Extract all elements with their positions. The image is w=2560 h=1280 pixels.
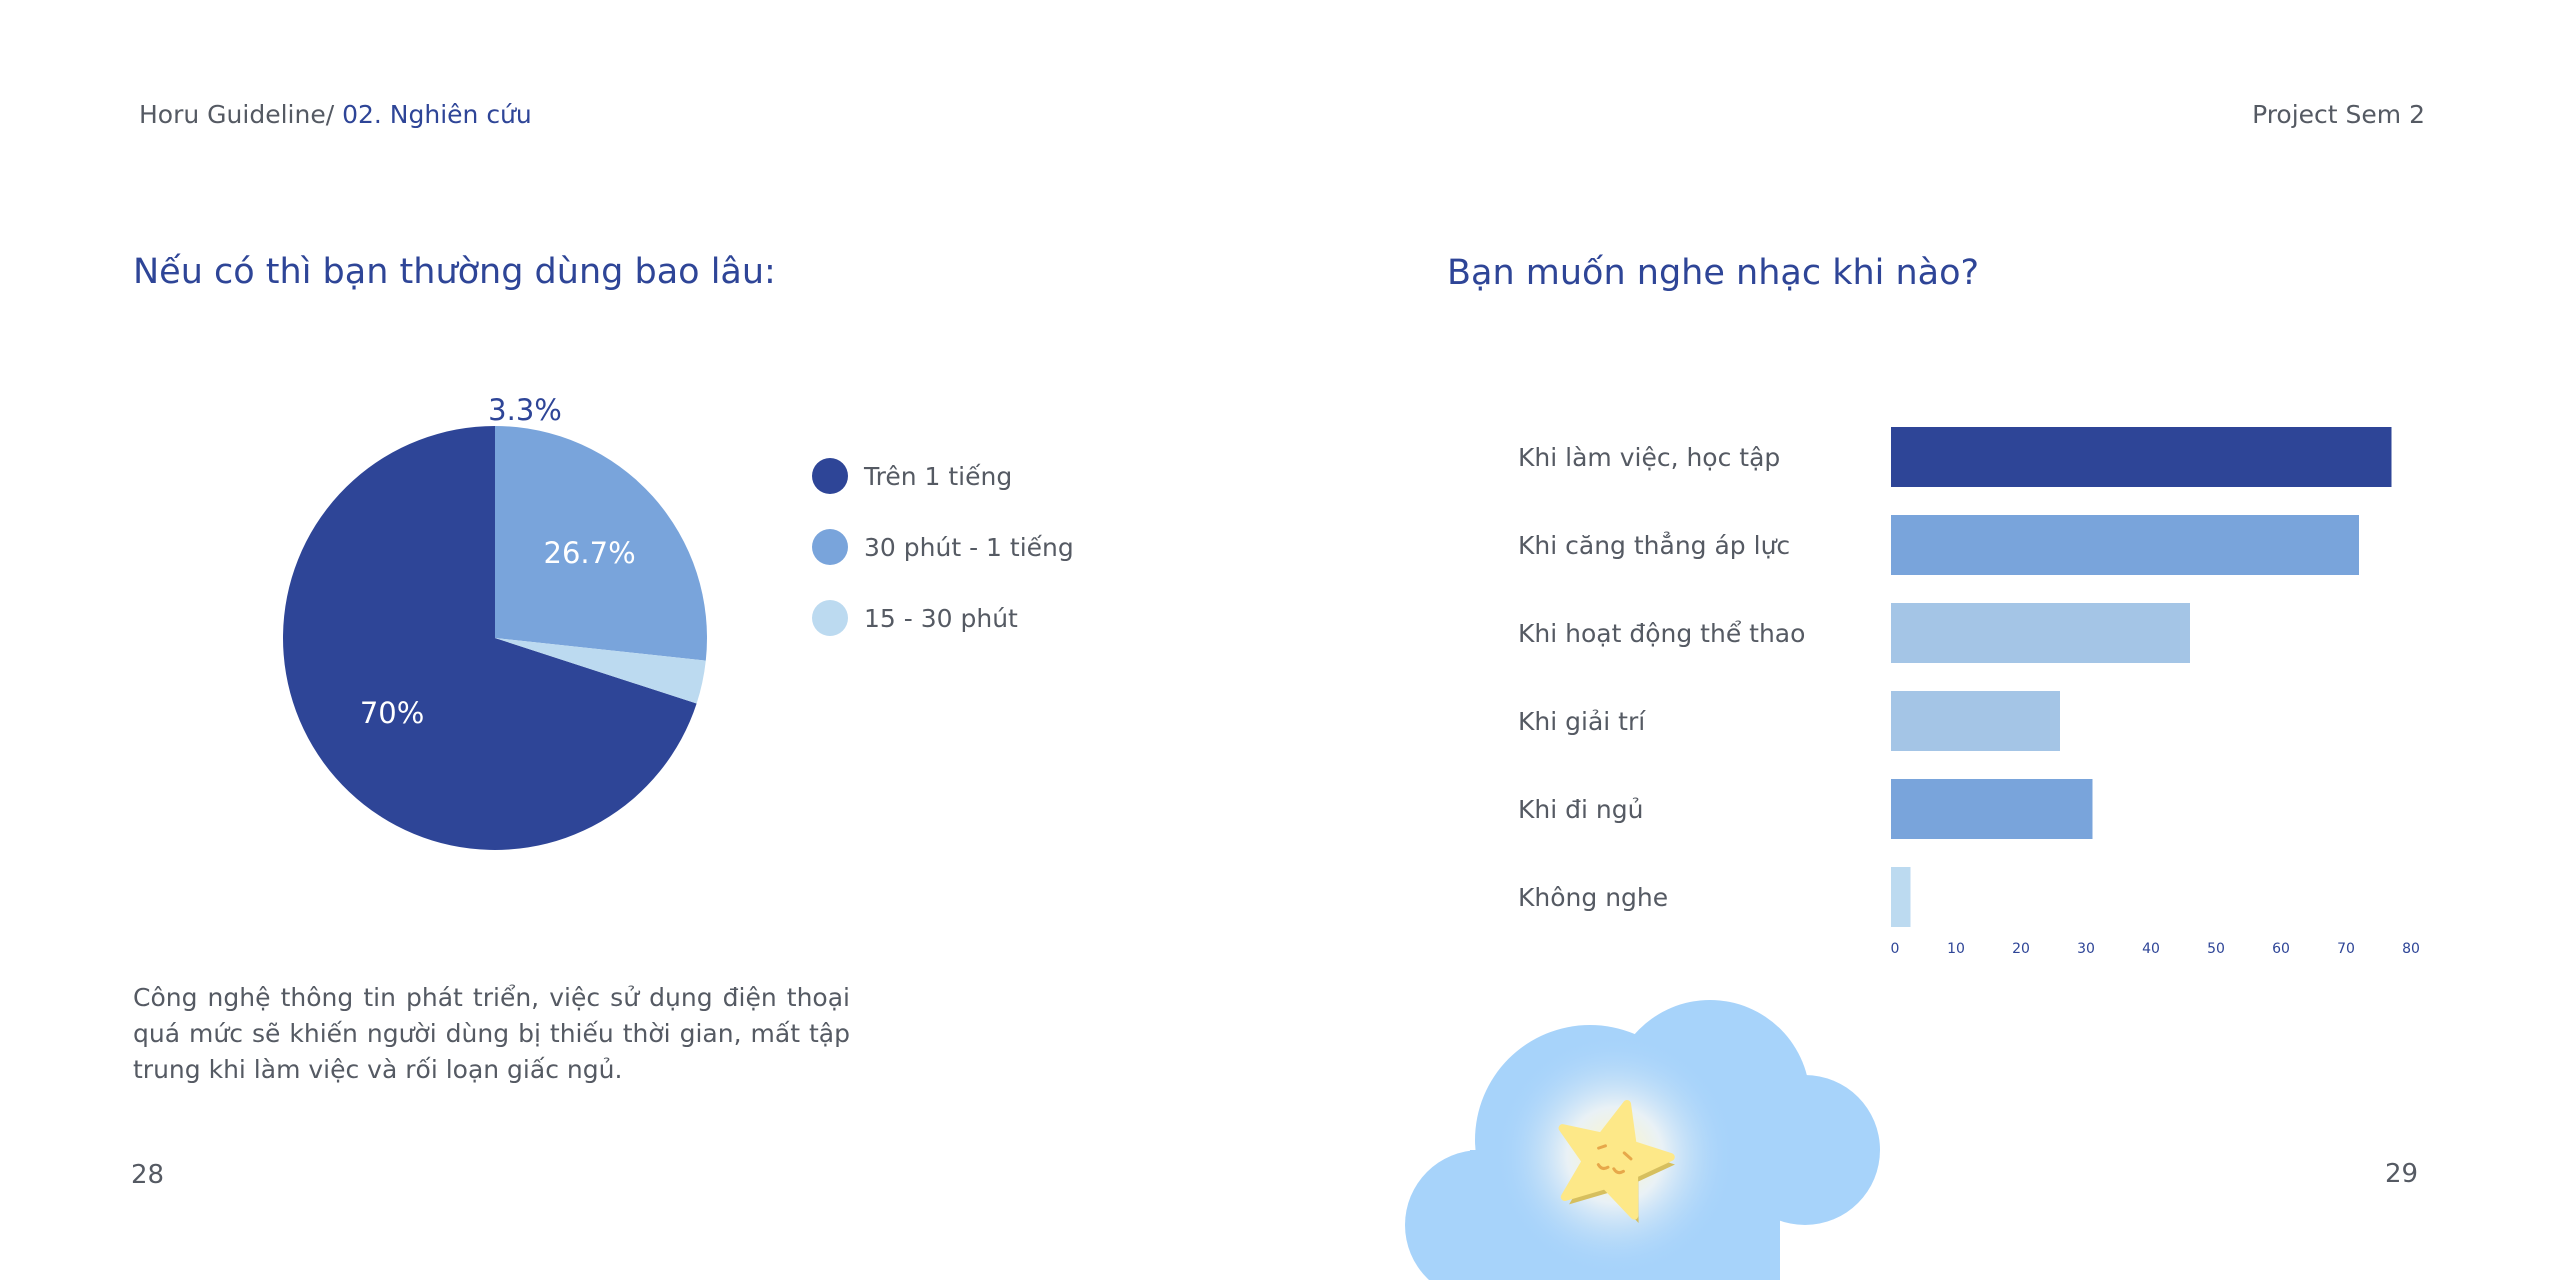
breadcrumb-section: 02. Nghiên cứu (342, 100, 532, 129)
pie-slice-label: 70% (360, 696, 424, 730)
legend-item: Trên 1 tiếng (812, 458, 1074, 494)
bar-question-title: Bạn muốn nghe nhạc khi nào? (1447, 253, 1980, 293)
legend-label: Trên 1 tiếng (864, 461, 1013, 491)
x-tick-label: 0 (1891, 941, 1900, 957)
cloud-star-illustration (1405, 1000, 1880, 1280)
legend-swatch (812, 529, 848, 565)
legend-item: 15 - 30 phút (812, 600, 1074, 636)
x-tick-label: 70 (2337, 941, 2355, 957)
page-number-right: 29 (2385, 1159, 2419, 1189)
pie-question-title: Nếu có thì bạn thường dùng bao lâu: (133, 252, 776, 292)
pie-slice (283, 426, 697, 851)
legend-label: 15 - 30 phút (864, 603, 1018, 633)
star-icon (1558, 1099, 1675, 1224)
x-tick-label: 50 (2207, 941, 2225, 957)
bar (1891, 427, 2392, 487)
pie-slice-label: 26.7% (544, 536, 636, 570)
bar (1891, 779, 2093, 839)
bar-category-label: Khi căng thẳng áp lực (1518, 531, 1790, 560)
bar (1891, 867, 1911, 927)
x-tick-label: 30 (2077, 941, 2095, 957)
bar-category-label: Khi hoạt động thể thao (1518, 619, 1805, 648)
bar-category-label: Khi đi ngủ (1518, 795, 1643, 824)
bar (1891, 691, 2060, 751)
project-name: Project Sem 2 (2252, 100, 2425, 129)
x-tick-label: 10 (1947, 941, 1965, 957)
legend-swatch (812, 600, 848, 636)
bar-category-label: Khi làm việc, học tập (1518, 443, 1780, 472)
pie-slice-label: 3.3% (488, 393, 562, 427)
bar-category-label: Không nghe (1518, 883, 1668, 912)
description-paragraph: Công nghệ thông tin phát triển, việc sử … (133, 983, 850, 1084)
legend-label: 30 phút - 1 tiếng (864, 532, 1074, 562)
x-tick-label: 80 (2402, 941, 2420, 957)
breadcrumb: Horu Guideline/ 02. Nghiên cứu (139, 100, 532, 129)
bar-chart: Khi làm việc, học tập Khi căng thẳng áp l… (1518, 427, 2420, 957)
pie-chart: 70% 26.7% 3.3% (283, 393, 707, 851)
breadcrumb-prefix: Horu Guideline/ (139, 100, 335, 129)
legend-swatch (812, 458, 848, 494)
page-number-left: 28 (131, 1160, 165, 1190)
x-tick-label: 20 (2012, 941, 2030, 957)
bar (1891, 515, 2359, 575)
x-tick-label: 40 (2142, 941, 2160, 957)
legend-item: 30 phút - 1 tiếng (812, 529, 1074, 565)
bar-category-label: Khi giải trí (1518, 707, 1646, 736)
pie-slice (495, 426, 707, 661)
x-tick-label: 60 (2272, 941, 2290, 957)
bar (1891, 603, 2190, 663)
pie-legend: Trên 1 tiếng 30 phút - 1 tiếng 15 - 30 p… (812, 458, 1074, 636)
pie-slice (495, 638, 706, 704)
